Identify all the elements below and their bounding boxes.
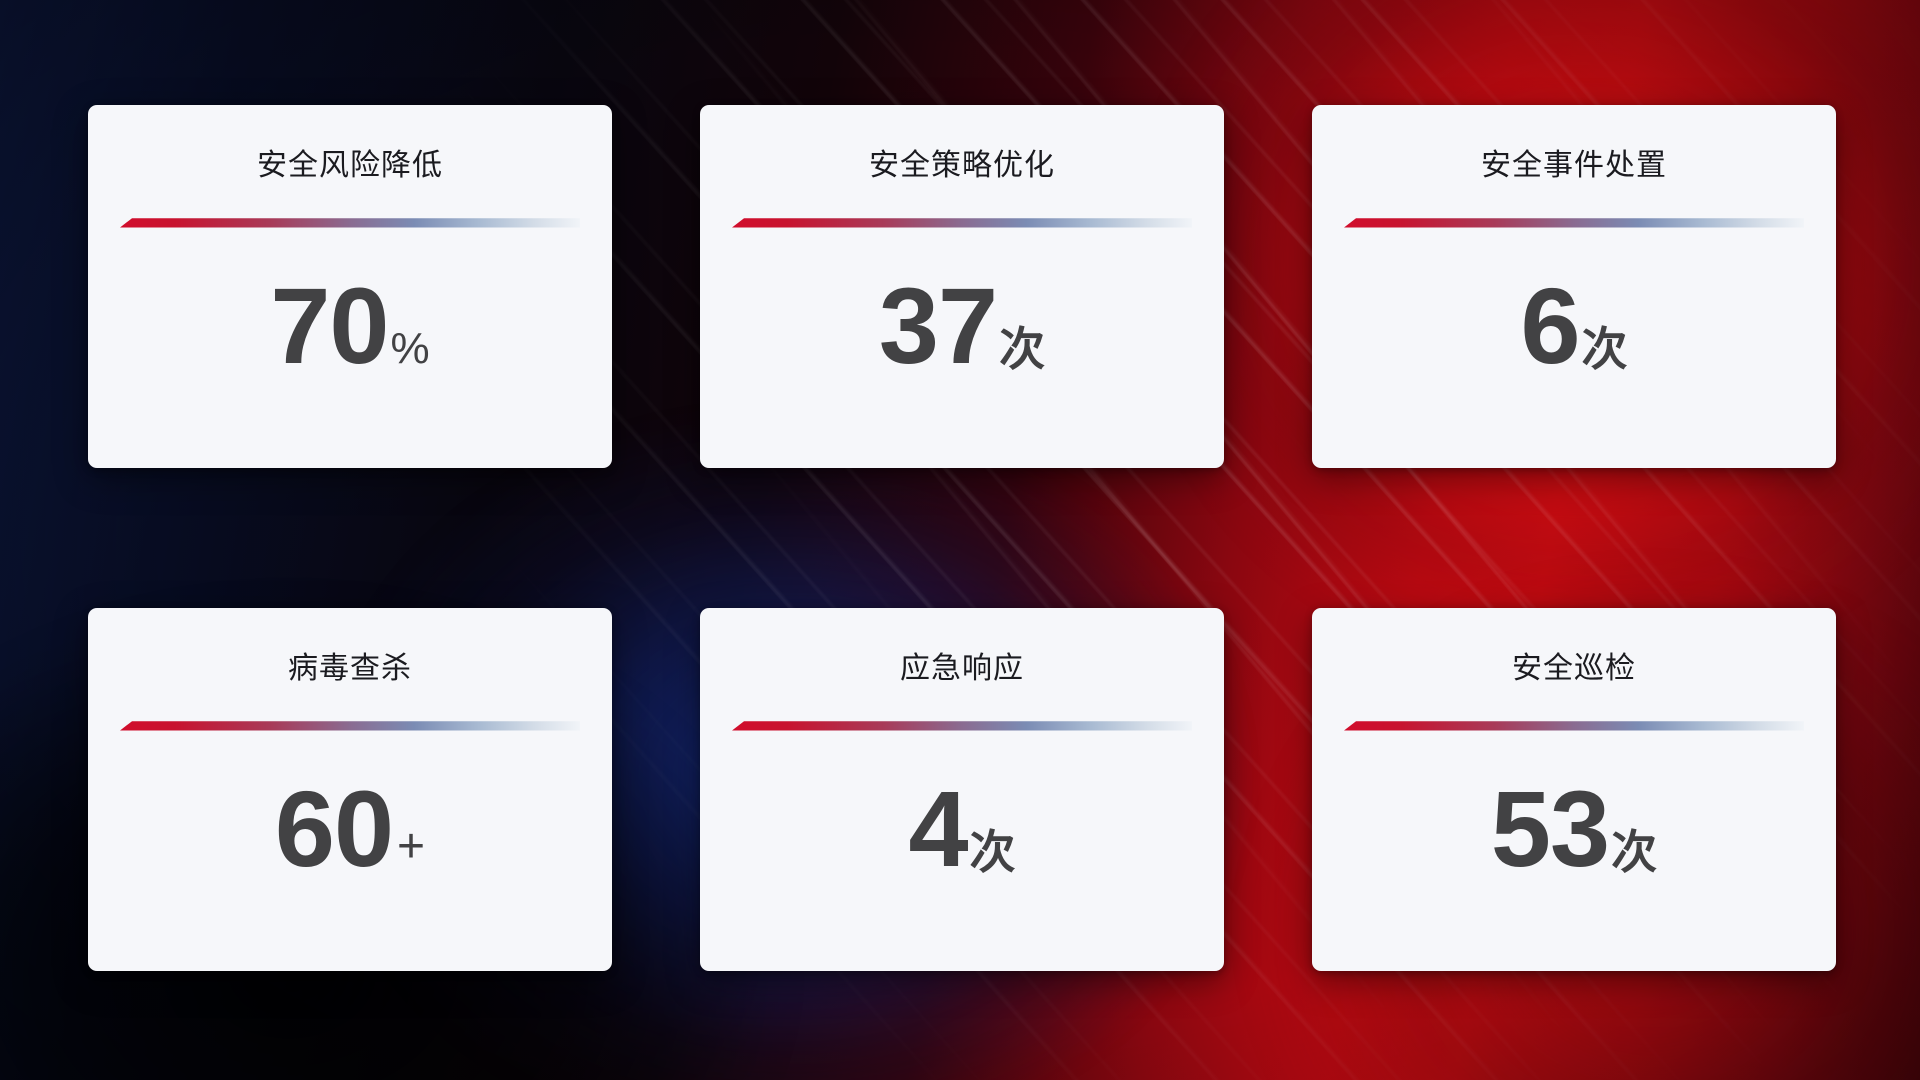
metric-card-title: 应急响应 bbox=[900, 652, 1024, 685]
metric-card-value: 4 次 bbox=[908, 775, 1015, 883]
metric-card-value: 60 + bbox=[275, 775, 425, 883]
metric-card-5[interactable]: 应急响应 4 bbox=[700, 608, 1224, 971]
metric-card-value: 6 次 bbox=[1520, 272, 1627, 380]
metric-card-divider bbox=[1344, 720, 1804, 731]
metric-value-unit: % bbox=[390, 324, 430, 373]
metric-value-unit: + bbox=[397, 820, 426, 873]
metric-value-unit: 次 bbox=[1581, 323, 1628, 375]
metric-value-unit: 次 bbox=[999, 323, 1046, 375]
metric-card-value: 37 次 bbox=[879, 272, 1045, 380]
metric-card-title: 安全风险降低 bbox=[257, 149, 443, 182]
metric-value-number: 6 bbox=[1520, 265, 1580, 386]
metric-value-unit: 次 bbox=[969, 826, 1016, 878]
metric-card-6[interactable]: 安全巡检 53 bbox=[1312, 608, 1836, 971]
metric-value-number: 4 bbox=[908, 768, 968, 889]
metric-card-title: 安全事件处置 bbox=[1481, 149, 1667, 182]
metric-card-divider bbox=[732, 720, 1192, 731]
metric-value-number: 70 bbox=[270, 265, 389, 386]
metric-value-number: 53 bbox=[1490, 768, 1610, 889]
metric-card-value: 53 次 bbox=[1491, 775, 1657, 883]
metric-card-divider bbox=[120, 217, 580, 228]
metric-card-2[interactable]: 安全策略优化 37 bbox=[700, 105, 1224, 468]
metric-value-number: 37 bbox=[878, 265, 998, 386]
metric-value-number: 60 bbox=[274, 768, 394, 889]
metric-card-title: 安全策略优化 bbox=[869, 149, 1055, 182]
metric-card-divider bbox=[1344, 217, 1804, 228]
metric-card-value: 70 % bbox=[270, 272, 429, 380]
metric-card-title: 病毒查杀 bbox=[288, 652, 412, 685]
metric-card-grid: 安全风险降低 70 bbox=[88, 105, 1836, 971]
metric-card-3[interactable]: 安全事件处置 6 bbox=[1312, 105, 1836, 468]
metric-value-unit: 次 bbox=[1611, 826, 1658, 878]
metric-card-title: 安全巡检 bbox=[1512, 652, 1636, 685]
metric-card-divider bbox=[732, 217, 1192, 228]
metric-card-1[interactable]: 安全风险降低 70 bbox=[88, 105, 612, 468]
metric-card-4[interactable]: 病毒查杀 60 bbox=[88, 608, 612, 971]
metric-card-divider bbox=[120, 720, 580, 731]
